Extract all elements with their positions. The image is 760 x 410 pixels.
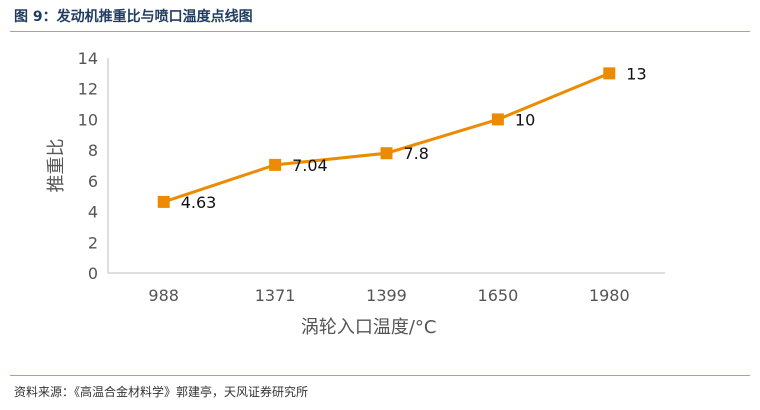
footer-divider (10, 375, 750, 376)
header-divider (10, 31, 750, 32)
figure-title: 图 9：发动机推重比与喷口温度点线图 (14, 9, 253, 25)
data-label: 4.63 (181, 193, 217, 212)
y-tick-label: 8 (88, 141, 98, 160)
y-tick-label: 0 (88, 264, 98, 283)
y-tick-label: 4 (88, 203, 98, 222)
y-tick-label: 10 (78, 110, 98, 129)
y-tick-label: 2 (88, 233, 98, 252)
data-point-marker (491, 113, 504, 126)
line-chart: 0 2 4 6 8 10 12 14 988 1371 1399 1650 1980 4.63 7.04… (46, 49, 665, 338)
y-axis-title: 推重比 (46, 139, 67, 193)
x-tick-label: 1371 (255, 286, 296, 305)
x-axis-title: 涡轮入口温度/°C (301, 317, 437, 338)
source-note: 资料来源：《高温合金材料学》郭建亭，天风证券研究所 (14, 385, 309, 399)
y-tick-label: 14 (78, 49, 98, 68)
series-line (163, 71, 610, 204)
data-label: 10 (515, 110, 535, 129)
y-tick-label: 12 (78, 80, 98, 99)
data-point-marker (269, 158, 282, 171)
data-point-marker (157, 195, 170, 208)
data-label: 7.04 (292, 156, 328, 175)
x-tick-label: 1980 (589, 286, 630, 305)
x-tick-label: 1650 (478, 286, 519, 305)
data-point-marker (603, 67, 616, 80)
x-tick-label: 1399 (366, 286, 407, 305)
data-label: 7.8 (404, 144, 429, 163)
data-label: 13 (626, 64, 646, 83)
x-tick-label: 988 (148, 286, 179, 305)
data-point-marker (380, 147, 393, 160)
y-tick-label: 6 (88, 172, 98, 191)
